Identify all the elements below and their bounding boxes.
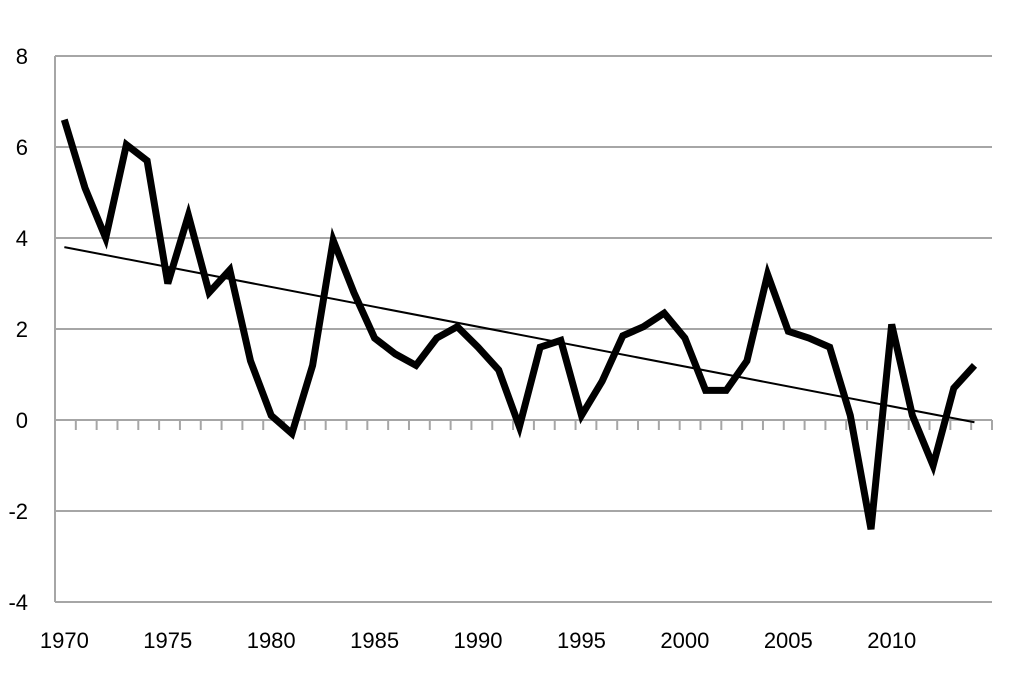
x-tick-label: 2010	[867, 628, 916, 653]
axes	[54, 56, 993, 603]
y-tick-label: 0	[16, 408, 28, 433]
y-tick-label: -4	[8, 590, 28, 615]
x-axis-tick-labels: 1970 1975 1980 1985 1990 1995 2000 2005 2010	[40, 628, 916, 653]
x-tick-label: 1995	[557, 628, 606, 653]
trendline	[64, 246, 975, 424]
x-tick-label: 1990	[454, 628, 503, 653]
y-axis-tick-labels: 8 6 4 2 0 -2 -4	[8, 44, 28, 615]
gridlines	[55, 55, 992, 512]
x-tick-label: 1980	[247, 628, 296, 653]
x-tick-label: 2005	[764, 628, 813, 653]
series-line-0	[60, 118, 978, 530]
y-tick-label: 8	[16, 44, 28, 69]
trendline-group	[64, 246, 975, 424]
y-tick-label: 4	[16, 226, 28, 251]
x-tick-label: 1985	[350, 628, 399, 653]
y-tick-label: 2	[16, 317, 28, 342]
y-tick-label: 6	[16, 135, 28, 160]
x-tick-label: 2000	[660, 628, 709, 653]
series-group	[60, 118, 978, 530]
x-tick-label: 1975	[143, 628, 192, 653]
x-tick-label: 1970	[40, 628, 89, 653]
y-tick-label: -2	[8, 499, 28, 524]
